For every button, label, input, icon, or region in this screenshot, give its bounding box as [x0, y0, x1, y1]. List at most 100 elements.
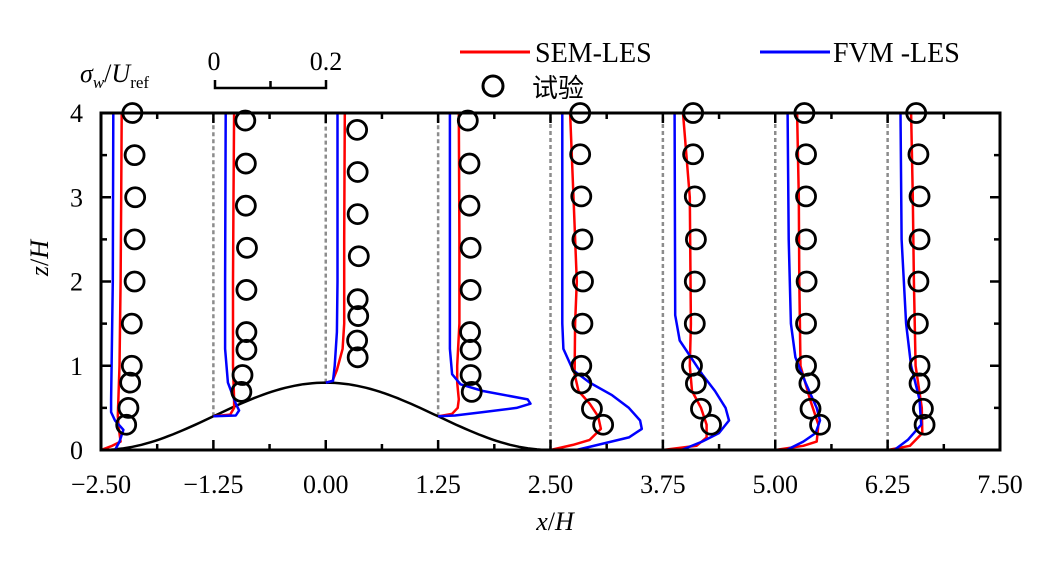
experiment-point	[123, 228, 146, 251]
experiment-point	[123, 144, 146, 167]
legend-exp-marker	[481, 74, 505, 98]
experiment-point	[685, 228, 707, 251]
sem-les-profile	[213, 112, 236, 418]
experiment-point	[795, 143, 817, 166]
experiment-point	[571, 228, 594, 251]
y-tick-label: 2	[70, 268, 83, 297]
x-axis-label: x/H	[535, 507, 575, 536]
experiment-point	[685, 372, 707, 395]
x-tick-label: 6.25	[865, 470, 911, 499]
experiment-point	[235, 338, 258, 361]
experiment-point	[908, 185, 931, 208]
scale-bar-max-label: 0.2	[310, 47, 343, 76]
scale-bar-line	[213, 80, 328, 90]
hill-profile	[100, 381, 551, 452]
fvm-les-profile	[561, 113, 644, 452]
scale-bar-min-label: 0	[208, 47, 221, 76]
sem-les-profile	[100, 112, 123, 452]
experiment-point	[459, 279, 482, 301]
experiment-point	[234, 194, 257, 217]
x-tick-label: 7.50	[977, 470, 1023, 499]
experiment-point	[459, 364, 482, 386]
y-tick-label: 4	[70, 99, 83, 128]
legend-fvm-label: FVM -LES	[833, 38, 960, 69]
experiment-point	[120, 312, 143, 335]
experiment-point	[115, 413, 138, 436]
fvm-les-profile	[438, 113, 532, 418]
experiment-point	[346, 161, 369, 183]
legend: SEM-LES FVM -LES 试验	[460, 38, 960, 103]
experiment-point	[123, 270, 146, 293]
experiment-point	[798, 372, 821, 395]
plot-area	[100, 102, 936, 452]
fvm-les-profile	[785, 112, 822, 452]
experiment-point	[907, 270, 930, 293]
sem-les-profile	[437, 112, 461, 418]
experiment-point	[347, 245, 370, 268]
y-axis-label: z/H	[25, 239, 54, 277]
axes: −2.50 −1.25 0.00 1.25 2.50 3.75 5.00 6.25 7.50 0 1…	[70, 99, 1023, 499]
fvm-les-profile	[325, 113, 339, 384]
experiment-point	[124, 186, 147, 209]
experiment-point	[572, 270, 594, 293]
experiment-point	[346, 346, 369, 369]
experiment-point	[459, 321, 481, 343]
experiment-point	[456, 109, 479, 132]
x-tick-label: 2.50	[528, 470, 574, 499]
experiment-point	[458, 152, 481, 175]
x-tick-label: 5.00	[753, 470, 799, 499]
experiment-point	[234, 109, 257, 132]
experiment-point	[346, 329, 369, 352]
experiment-point	[120, 354, 143, 377]
experiment-point	[459, 338, 482, 361]
experiment-point	[230, 380, 253, 403]
experiment-point	[912, 397, 934, 420]
experiment-point	[700, 413, 722, 436]
experiment-point	[458, 194, 481, 217]
experiment-point	[795, 228, 817, 251]
experiment-point	[236, 236, 258, 259]
sem-les-profile	[887, 112, 924, 452]
experiment-point	[795, 312, 817, 335]
experiment-point	[460, 380, 483, 403]
experiment-point	[347, 305, 370, 327]
experiment-point	[235, 321, 258, 343]
experiment-point	[117, 396, 140, 419]
experiment-point	[908, 354, 931, 377]
experiment-point	[907, 143, 930, 166]
experiment-point	[570, 185, 593, 208]
experiment-point	[683, 185, 706, 208]
experiment-point	[459, 236, 482, 259]
scale-bar: σw/Uref 0 0.2	[80, 47, 342, 92]
experiment-point	[683, 270, 706, 293]
experiment-point	[231, 364, 254, 386]
experiment-point	[795, 270, 818, 293]
experiment-point	[571, 312, 594, 335]
experiment-point	[908, 372, 931, 395]
experiment-point	[234, 152, 257, 175]
fvm-les-profile	[673, 112, 731, 452]
sem-les-profile	[550, 112, 603, 452]
experiment-point	[690, 397, 712, 420]
experiment-point	[235, 279, 258, 301]
legend-exp-label: 试验	[532, 74, 584, 103]
experiment-point	[908, 228, 931, 251]
x-tick-label: −2.50	[71, 470, 131, 499]
experiment-point	[569, 143, 592, 166]
experiment-point	[795, 185, 817, 208]
y-tick-label: 3	[70, 183, 83, 212]
x-tick-label: 1.25	[415, 470, 461, 499]
experiment-point	[906, 312, 929, 335]
experiment-point	[682, 143, 705, 166]
experiment-point	[913, 413, 936, 436]
experiment-point	[346, 203, 369, 226]
experiment-point	[346, 288, 369, 311]
fvm-les-profile	[109, 112, 125, 451]
experiment-point	[799, 397, 822, 420]
experiment-point	[683, 312, 706, 335]
experiment-point	[119, 371, 142, 394]
y-tick-label: 0	[70, 436, 83, 465]
fvm-les-profile	[893, 112, 923, 452]
experiment-point	[592, 413, 615, 436]
